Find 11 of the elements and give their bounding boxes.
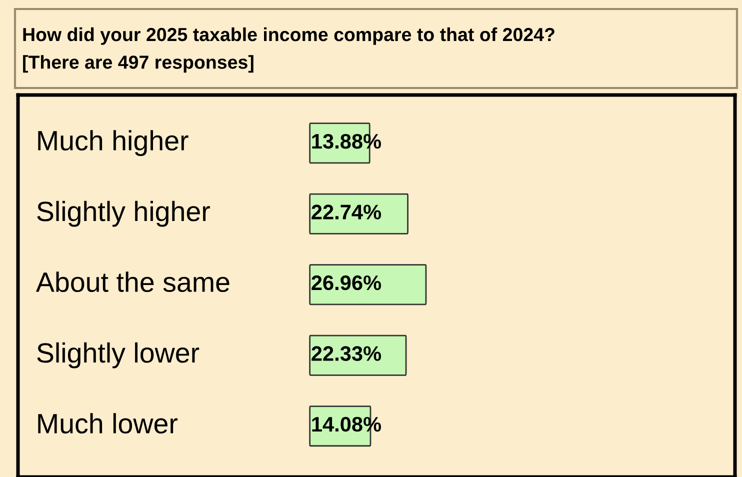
bar (309, 264, 427, 306)
data-label: 22.33% (312, 346, 382, 361)
y-tick-label: Much higher (38, 130, 188, 156)
bar (309, 193, 408, 234)
y-tick-label: Slightly lower (37, 342, 200, 368)
y-tick-label: Slightly higher (37, 200, 210, 227)
y-tick-label: About the same (36, 272, 230, 292)
data-label: 22.74% (312, 204, 382, 220)
data-label: 26.96% (312, 275, 382, 290)
y-tick-label: Much lower (38, 413, 178, 434)
chart-title: How did your 2025 taxable income compare to that of 2024? [There are 497 responses] (23, 27, 554, 73)
